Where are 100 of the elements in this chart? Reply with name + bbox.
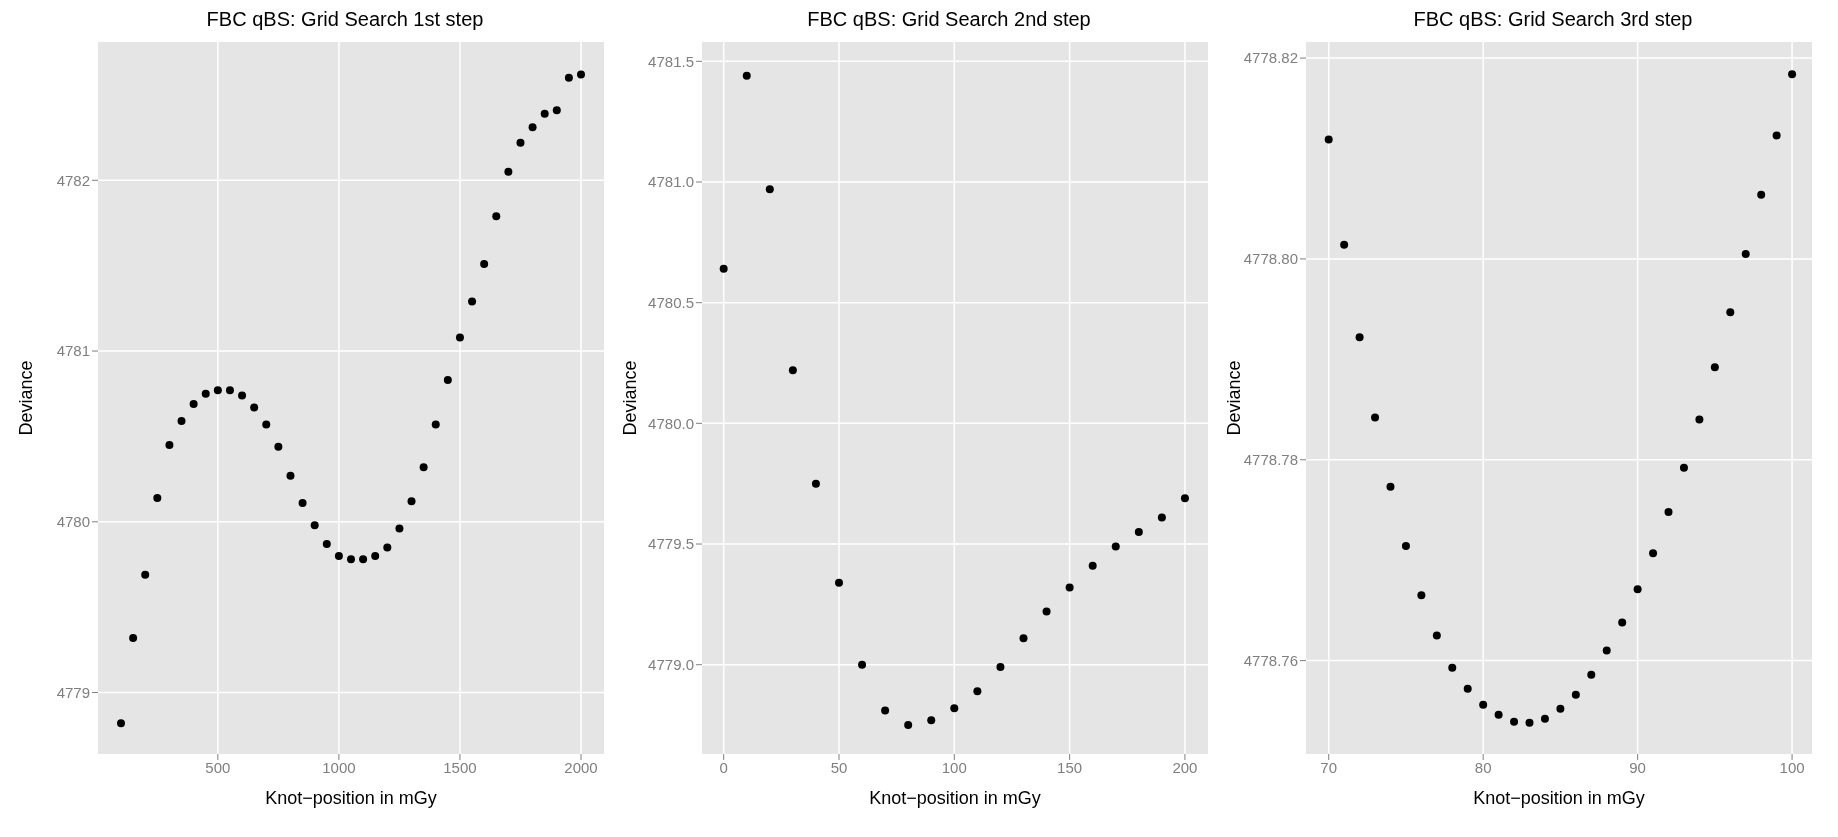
y-axis-title: Deviance <box>620 360 641 436</box>
point <box>286 471 295 480</box>
y-tick-label: 4778.82 <box>1243 49 1298 67</box>
point <box>1788 70 1797 79</box>
point <box>881 706 890 715</box>
point <box>719 264 728 273</box>
point <box>1180 494 1189 503</box>
point <box>383 543 392 552</box>
y-tick-label: 4780 <box>56 513 90 531</box>
point <box>858 660 867 669</box>
y-tick-label: 4778.76 <box>1243 651 1298 669</box>
y-tick-label: 4781 <box>56 342 90 360</box>
point <box>1726 308 1735 317</box>
point <box>153 493 162 502</box>
point <box>1340 240 1349 249</box>
y-tick-label: 4781.5 <box>648 52 694 70</box>
point <box>1525 718 1534 727</box>
point <box>577 70 585 79</box>
point <box>480 259 489 268</box>
point <box>1371 413 1380 422</box>
point <box>927 716 936 725</box>
y-tick-label: 4779.0 <box>648 656 694 674</box>
x-tick-label: 1000 <box>322 758 356 776</box>
point <box>765 185 774 194</box>
y-axis-title: Deviance <box>1224 360 1245 436</box>
point <box>117 719 125 728</box>
point <box>1679 463 1688 472</box>
chart-title: FBC qBS: Grid Search 2nd step <box>806 8 1092 32</box>
point <box>322 539 331 548</box>
point <box>1386 482 1395 491</box>
point <box>141 570 150 579</box>
point <box>1556 704 1565 713</box>
point <box>250 403 259 412</box>
point <box>788 366 797 375</box>
point <box>1741 249 1750 258</box>
point <box>419 463 428 472</box>
point <box>274 442 283 451</box>
point <box>564 73 573 82</box>
point <box>334 551 343 560</box>
y-tick-label: 4778.80 <box>1243 250 1298 268</box>
point <box>1618 618 1627 627</box>
point <box>1432 631 1441 640</box>
x-tick-label: 50 <box>830 758 848 776</box>
point <box>1587 670 1596 679</box>
point <box>1649 549 1658 558</box>
x-tick-label: 90 <box>1629 758 1646 776</box>
point <box>950 704 959 713</box>
chart-title: FBC qBS: Grid Search 3rd step <box>1412 8 1694 32</box>
point <box>262 420 271 429</box>
point <box>492 212 501 221</box>
point <box>1355 333 1364 342</box>
point <box>973 687 982 696</box>
point <box>540 109 549 118</box>
x-tick-label: 2000 <box>564 758 598 776</box>
point <box>201 389 210 398</box>
point <box>129 633 138 642</box>
point <box>516 138 525 147</box>
point <box>213 386 222 395</box>
point <box>1494 710 1503 719</box>
point <box>1111 542 1120 551</box>
y-tick-label: 4780.5 <box>648 293 694 311</box>
point <box>1664 507 1673 516</box>
point <box>298 499 307 508</box>
point <box>1417 591 1426 600</box>
point <box>1757 190 1766 199</box>
y-tick-label: 4779.5 <box>648 535 694 553</box>
y-tick-label: 4781.0 <box>648 173 694 191</box>
x-tick-label: 100 <box>941 758 967 776</box>
point <box>468 297 477 306</box>
x-tick-label: 150 <box>1057 758 1083 776</box>
point <box>1463 684 1472 693</box>
y-axis-title: Deviance <box>16 360 37 436</box>
x-tick-label: 80 <box>1474 758 1492 776</box>
point <box>996 663 1005 672</box>
x-tick-label: 500 <box>205 758 231 776</box>
x-tick-label: 0 <box>719 758 728 776</box>
chart-title: FBC qBS: Grid Search 1st step <box>205 8 485 32</box>
x-tick-label: 100 <box>1779 758 1805 776</box>
y-tick-label: 4779 <box>56 683 90 701</box>
point <box>371 551 380 560</box>
point <box>310 521 319 530</box>
point <box>811 479 820 488</box>
y-tick-label: 4780.0 <box>648 414 694 432</box>
y-tick-label: 4778.78 <box>1243 451 1298 469</box>
point <box>1088 561 1097 570</box>
point <box>177 417 186 426</box>
point <box>552 106 561 115</box>
x-tick-label: 70 <box>1320 758 1338 776</box>
point <box>1633 585 1642 594</box>
y-tick-label: 4782 <box>56 171 90 189</box>
point <box>528 123 537 132</box>
point <box>742 71 751 80</box>
point <box>225 386 234 395</box>
point <box>189 399 198 408</box>
point <box>1065 583 1074 592</box>
point <box>1695 415 1704 424</box>
point <box>904 721 913 730</box>
point <box>455 333 464 342</box>
x-axis-title: Knot−position in mGy <box>265 788 437 808</box>
point <box>165 440 174 449</box>
